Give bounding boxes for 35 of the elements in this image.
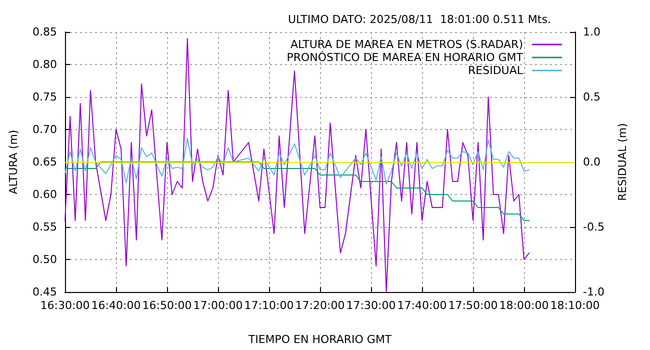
y-axis-title: ALTURA (m) (7, 130, 20, 194)
x-tick-label: 18:10:00 (550, 299, 600, 312)
y-tick-label: 0.80 (32, 58, 57, 71)
y2-tick-label: 0.5 (583, 90, 600, 104)
y2-tick-label: 0.0 (583, 156, 600, 168)
x-tick-label: 17:40:00 (397, 299, 447, 312)
y2-axis-title: RESIDUAL (m) (616, 123, 629, 201)
y-tick-label: 0.60 (32, 188, 57, 201)
x-tick-label: 16:40:00 (91, 299, 141, 312)
x-tick-label: 17:50:00 (448, 299, 498, 312)
y-tick-label: 0.75 (32, 90, 57, 104)
y2-tick-label: -0.5 (583, 220, 604, 234)
line-series (64, 162, 530, 221)
x-tick-label: 18:00:00 (499, 299, 549, 312)
x-tick-label: 17:30:00 (346, 299, 396, 312)
line-series (64, 38, 530, 292)
y-tick-label: 0.70 (32, 123, 57, 136)
x-tick-label: 17:20:00 (295, 299, 345, 312)
y-tick-label: 0.65 (32, 156, 57, 168)
x-tick-label: 16:30:00 (40, 299, 90, 312)
line-series (64, 138, 530, 185)
x-tick-label: 16:50:00 (142, 299, 192, 312)
chart-title: ULTIMO DATO: 2025/08/11 18:01:00 0.511 Mts. (288, 13, 551, 26)
legend-label: ALTURA DE MAREA EN METROS (S.RADAR) (290, 38, 523, 51)
x-axis-title: TIEMPO EN HORARIO GMT (247, 333, 392, 346)
y-tick-label: 0.55 (32, 220, 57, 234)
x-tick-label: 17:10:00 (244, 299, 294, 312)
x-tick-label: 17:00:00 (193, 299, 243, 312)
legend-label: PRONÓSTICO DE MAREA EN HORARIO GMT (286, 50, 524, 64)
y-tick-label: 0.50 (32, 253, 57, 266)
y2-tick-label: -1.0 (583, 286, 604, 298)
y-tick-label: 0.85 (32, 26, 57, 38)
legend-label: RESIDUAL (468, 64, 524, 77)
y2-tick-label: 1.0 (583, 26, 600, 38)
y-tick-label: 0.45 (32, 286, 57, 298)
